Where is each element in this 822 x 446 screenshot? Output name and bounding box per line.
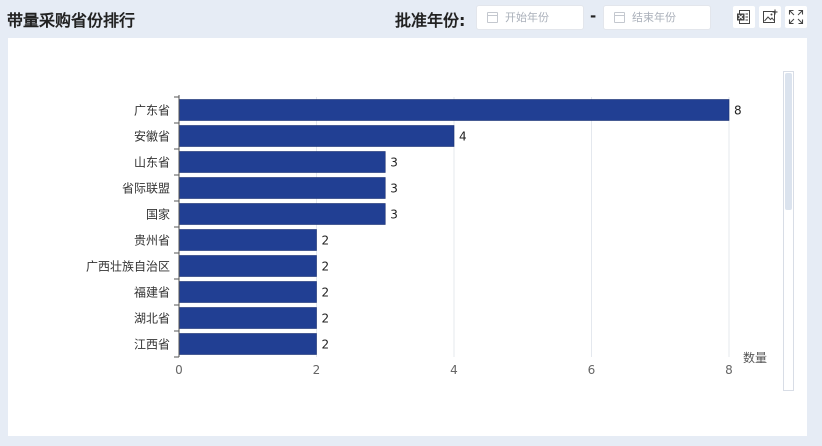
bar-value-label: 2	[322, 234, 330, 248]
bar-10[interactable]	[178, 333, 317, 355]
approval-year-label: 批准年份:	[395, 11, 466, 30]
fullscreen-icon	[788, 9, 804, 25]
y-category-label: 广东省	[134, 104, 170, 118]
fullscreen-button[interactable]	[785, 6, 807, 28]
bar-2[interactable]	[178, 125, 455, 147]
bar-6[interactable]	[178, 229, 317, 251]
bar-value-label: 3	[390, 208, 398, 222]
start-year-input[interactable]	[505, 11, 580, 24]
export-excel-button[interactable]	[733, 6, 755, 28]
bar-value-label: 8	[734, 104, 742, 118]
y-category-label: 贵州省	[134, 234, 170, 248]
calendar-icon	[614, 12, 625, 23]
x-tick-label: 0	[175, 363, 183, 377]
y-category-label: 江西省	[134, 338, 170, 352]
calendar-icon	[487, 12, 498, 23]
chart-bars: 8 4 3 3 3 2 2 2 2 2	[178, 99, 742, 355]
y-category-label: 广西壮族自治区	[86, 260, 170, 274]
export-excel-icon	[737, 10, 750, 24]
bar-1[interactable]	[178, 99, 730, 121]
bar-value-label: 2	[322, 260, 330, 274]
y-category-label: 省际联盟	[122, 182, 170, 196]
x-tick-label: 6	[588, 363, 596, 377]
save-image-button[interactable]	[759, 6, 781, 28]
save-image-icon	[763, 9, 778, 23]
bar-value-label: 4	[459, 130, 467, 144]
bar-4[interactable]	[178, 177, 386, 199]
y-category-label: 山东省	[134, 156, 170, 170]
end-year-field[interactable]	[603, 5, 711, 30]
bar-9[interactable]	[178, 307, 317, 329]
bar-8[interactable]	[178, 281, 317, 303]
scrollbar-thumb[interactable]	[785, 73, 792, 210]
bar-value-label: 3	[390, 156, 398, 170]
x-axis-label: 数量	[743, 350, 767, 365]
x-tick-label: 4	[450, 363, 458, 377]
y-category-label: 安徽省	[134, 129, 170, 144]
bar-value-label: 2	[322, 286, 330, 300]
y-category-label: 福建省	[134, 285, 170, 300]
bar-3[interactable]	[178, 151, 386, 173]
y-category-label: 国家	[146, 207, 170, 222]
bar-value-label: 2	[322, 312, 330, 326]
page-title: 带量采购省份排行	[7, 11, 136, 30]
bar-value-label: 2	[322, 338, 330, 352]
start-year-field[interactable]	[476, 5, 584, 30]
end-year-input[interactable]	[632, 11, 707, 24]
bar-value-label: 3	[390, 182, 398, 196]
bar-7[interactable]	[178, 255, 317, 277]
y-category-label: 湖北省	[134, 311, 170, 326]
range-separator: -	[590, 7, 597, 25]
x-tick-label: 2	[313, 363, 321, 377]
chart-scrollbar[interactable]	[783, 71, 794, 391]
x-tick-label: 8	[725, 363, 733, 377]
bar-5[interactable]	[178, 203, 386, 225]
header: 带量采购省份排行 批准年份: -	[0, 0, 822, 36]
